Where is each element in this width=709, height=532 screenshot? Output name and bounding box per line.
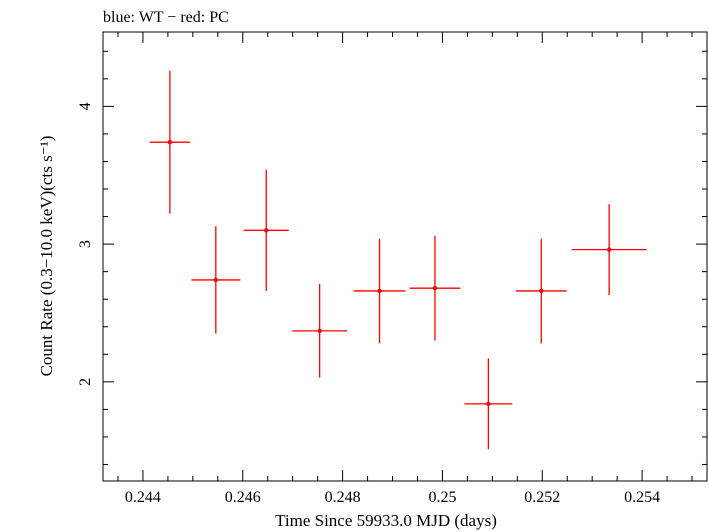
data-marker (377, 288, 382, 294)
data-point (292, 284, 348, 378)
x-tick-label: 0.248 (325, 489, 361, 506)
y-tick-label: 4 (77, 102, 94, 110)
data-point (409, 235, 461, 341)
data-marker (486, 401, 491, 407)
data-marker (264, 228, 269, 233)
y-tick-label: 3 (77, 240, 94, 248)
x-axis-label: Time Since 59933.0 MJD (days) (275, 511, 497, 530)
chart-title: blue: WT − red: PC (103, 9, 229, 26)
y-tick-label: 2 (77, 378, 94, 386)
data-point (464, 358, 513, 450)
y-axis-tick-labels: 2 3 4 (77, 102, 94, 385)
y-axis-ticks (103, 50, 707, 465)
data-marker (432, 285, 438, 291)
plot-frame (102, 31, 708, 482)
x-tick-label: 0.246 (225, 489, 261, 506)
data-series (149, 70, 647, 450)
data-marker (213, 277, 219, 283)
data-marker (167, 139, 173, 145)
x-axis-ticks (117, 32, 693, 481)
data-point (191, 226, 241, 334)
data-point (149, 70, 190, 214)
x-tick-label: 0.254 (624, 489, 660, 506)
data-point (571, 204, 647, 296)
data-point (243, 169, 289, 291)
x-tick-label: 0.25 (428, 489, 456, 506)
data-marker (317, 328, 322, 334)
data-marker (606, 247, 612, 252)
data-point (353, 238, 406, 344)
x-tick-label: 0.244 (125, 489, 161, 506)
data-point (515, 238, 567, 344)
data-marker (539, 288, 544, 294)
x-tick-label: 0.252 (524, 489, 560, 506)
x-axis-tick-labels: 0.244 0.246 0.248 0.25 0.252 0.254 (125, 489, 660, 506)
y-axis-label: Count Rate (0.3−10.0 keV)(cts s⁻¹) (37, 136, 56, 377)
